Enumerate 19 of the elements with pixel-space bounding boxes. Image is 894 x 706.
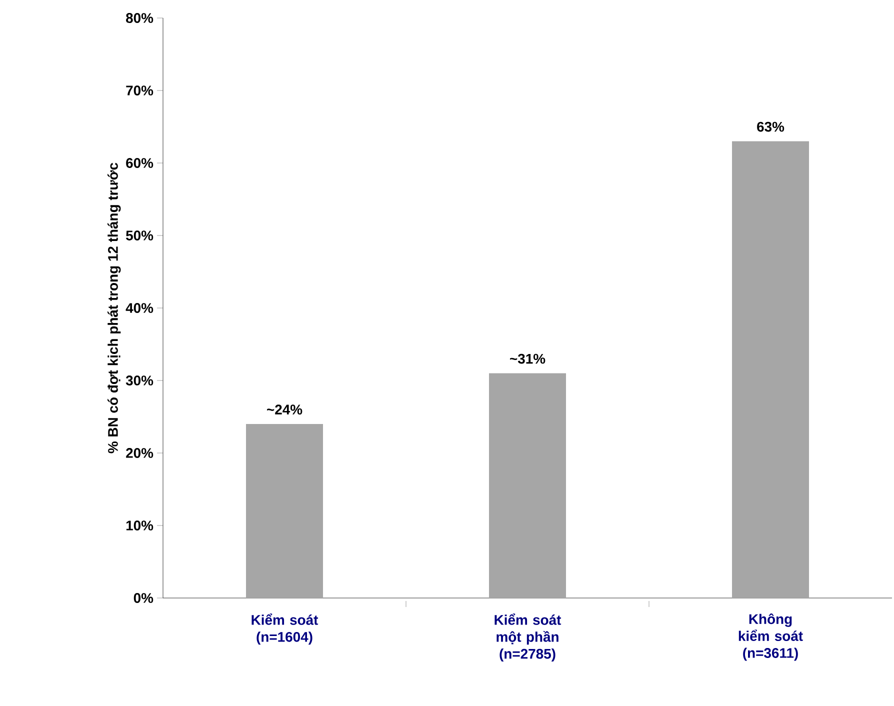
y-tick-label: 70%: [126, 86, 154, 96]
y-tick-label: 50%: [126, 230, 154, 240]
y-tick-label: 60%: [126, 158, 154, 168]
bar: [732, 141, 810, 598]
y-tick-label: 10%: [126, 520, 154, 530]
y-axis-title: % BN có đợt kịch phát trong 12 tháng trước: [108, 162, 121, 454]
x-tick-label: Kiểm soát một phần (n=2785): [494, 614, 562, 662]
y-tick-label: 40%: [126, 303, 154, 313]
bar: [246, 424, 324, 598]
x-tick-label: Không kiểm soát (n=3611): [738, 614, 803, 661]
y-tick-label: 80%: [126, 13, 154, 23]
data-label: ~31%: [510, 354, 546, 364]
x-tick-label: Kiểm soát (n=1604): [252, 614, 318, 645]
data-label: 63%: [757, 122, 784, 132]
y-tick-label: 30%: [126, 376, 154, 386]
y-tick-label: 0%: [134, 593, 154, 603]
y-tick-label: 20%: [126, 448, 154, 458]
data-label: ~24%: [267, 404, 302, 414]
bar: [489, 373, 566, 598]
